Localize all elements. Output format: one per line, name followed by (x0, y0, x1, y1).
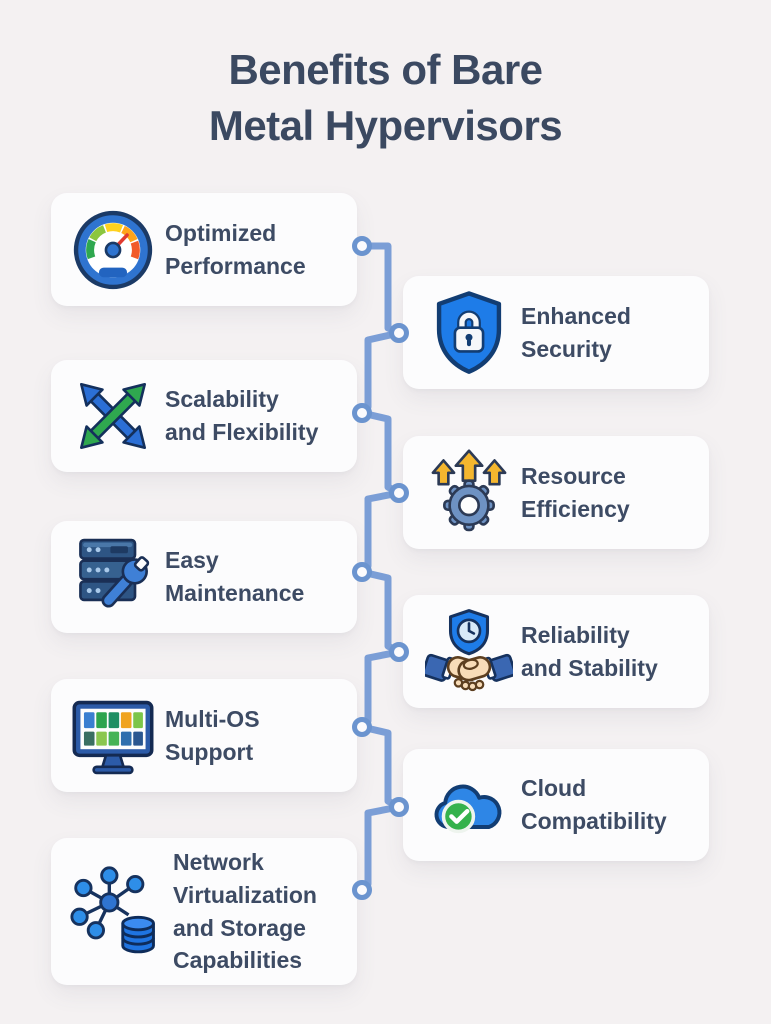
benefit-card-resource-efficiency: Resource Efficiency (403, 436, 709, 549)
cloud-check-icon (425, 761, 513, 849)
monitor-tiles-icon (69, 692, 157, 780)
benefit-card-network-storage: Network Virtualization and Storage Capab… (51, 838, 357, 985)
benefit-label: Network Virtualization and Storage Capab… (173, 849, 317, 974)
benefit-label: Multi-OS Support (165, 705, 260, 765)
benefit-label: Resource Efficiency (521, 462, 630, 522)
benefit-card-easy-maintenance: Easy Maintenance (51, 521, 357, 633)
server-wrench-icon (69, 533, 157, 621)
network-storage-icon (69, 864, 165, 960)
benefit-label: Cloud Compatibility (521, 775, 667, 834)
handshake-shield-clock-icon (425, 608, 513, 696)
benefit-label: Optimized Performance (165, 219, 306, 279)
benefit-label: Easy Maintenance (165, 547, 305, 606)
page-title: Benefits of Bare Metal Hypervisors (208, 46, 563, 149)
benefit-label: Reliability and Stability (521, 621, 658, 681)
benefit-card-cloud-compatibility: Cloud Compatibility (403, 749, 709, 861)
benefit-label: Enhanced Security (521, 302, 631, 362)
benefit-card-optimized-performance: Optimized Performance (51, 193, 357, 306)
benefit-card-reliability-stability: Reliability and Stability (403, 595, 709, 708)
scale-arrows-icon (69, 372, 157, 460)
speedometer-icon (69, 206, 157, 294)
connector-node (352, 236, 409, 900)
benefit-card-enhanced-security: Enhanced Security (403, 276, 709, 389)
gear-up-arrows-icon (425, 448, 513, 537)
benefit-label: Scalability and Flexibility (165, 386, 319, 445)
shield-lock-icon (425, 289, 513, 377)
benefit-card-scalability-flexibility: Scalability and Flexibility (51, 360, 357, 472)
benefit-card-multi-os-support: Multi-OS Support (51, 679, 357, 792)
